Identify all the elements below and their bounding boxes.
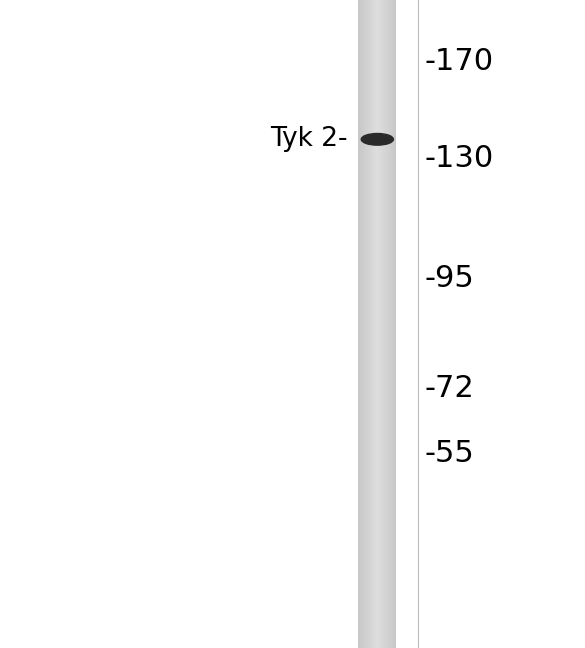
Bar bbox=[359, 0, 360, 648]
Bar bbox=[377, 0, 378, 648]
Bar bbox=[361, 0, 362, 648]
Bar bbox=[373, 0, 374, 648]
Bar bbox=[367, 0, 368, 648]
Bar bbox=[395, 0, 397, 648]
Bar bbox=[380, 0, 381, 648]
Bar bbox=[387, 0, 388, 648]
Bar bbox=[362, 0, 363, 648]
Bar bbox=[360, 0, 361, 648]
Bar bbox=[386, 0, 387, 648]
Text: -72: -72 bbox=[424, 375, 474, 403]
Ellipse shape bbox=[362, 133, 393, 145]
Bar bbox=[370, 0, 371, 648]
Bar bbox=[358, 0, 359, 648]
Bar bbox=[381, 0, 382, 648]
Bar bbox=[371, 0, 373, 648]
Bar bbox=[390, 0, 391, 648]
Bar bbox=[363, 0, 364, 648]
Bar bbox=[389, 0, 390, 648]
Bar bbox=[383, 0, 384, 648]
Bar bbox=[384, 0, 385, 648]
Text: -95: -95 bbox=[424, 264, 474, 293]
Text: -55: -55 bbox=[424, 439, 474, 468]
Bar bbox=[393, 0, 394, 648]
Bar bbox=[365, 0, 366, 648]
Bar bbox=[382, 0, 383, 648]
Bar bbox=[369, 0, 370, 648]
Bar bbox=[378, 0, 379, 648]
Bar bbox=[394, 0, 395, 648]
Text: -170: -170 bbox=[424, 47, 493, 76]
Text: -130: -130 bbox=[424, 145, 493, 173]
Bar bbox=[391, 0, 393, 648]
Text: Tyk 2-: Tyk 2- bbox=[271, 126, 348, 152]
Bar bbox=[364, 0, 365, 648]
Bar bbox=[379, 0, 380, 648]
Bar bbox=[374, 0, 376, 648]
Bar bbox=[368, 0, 369, 648]
Bar bbox=[376, 0, 377, 648]
Bar bbox=[366, 0, 367, 648]
Bar bbox=[385, 0, 386, 648]
